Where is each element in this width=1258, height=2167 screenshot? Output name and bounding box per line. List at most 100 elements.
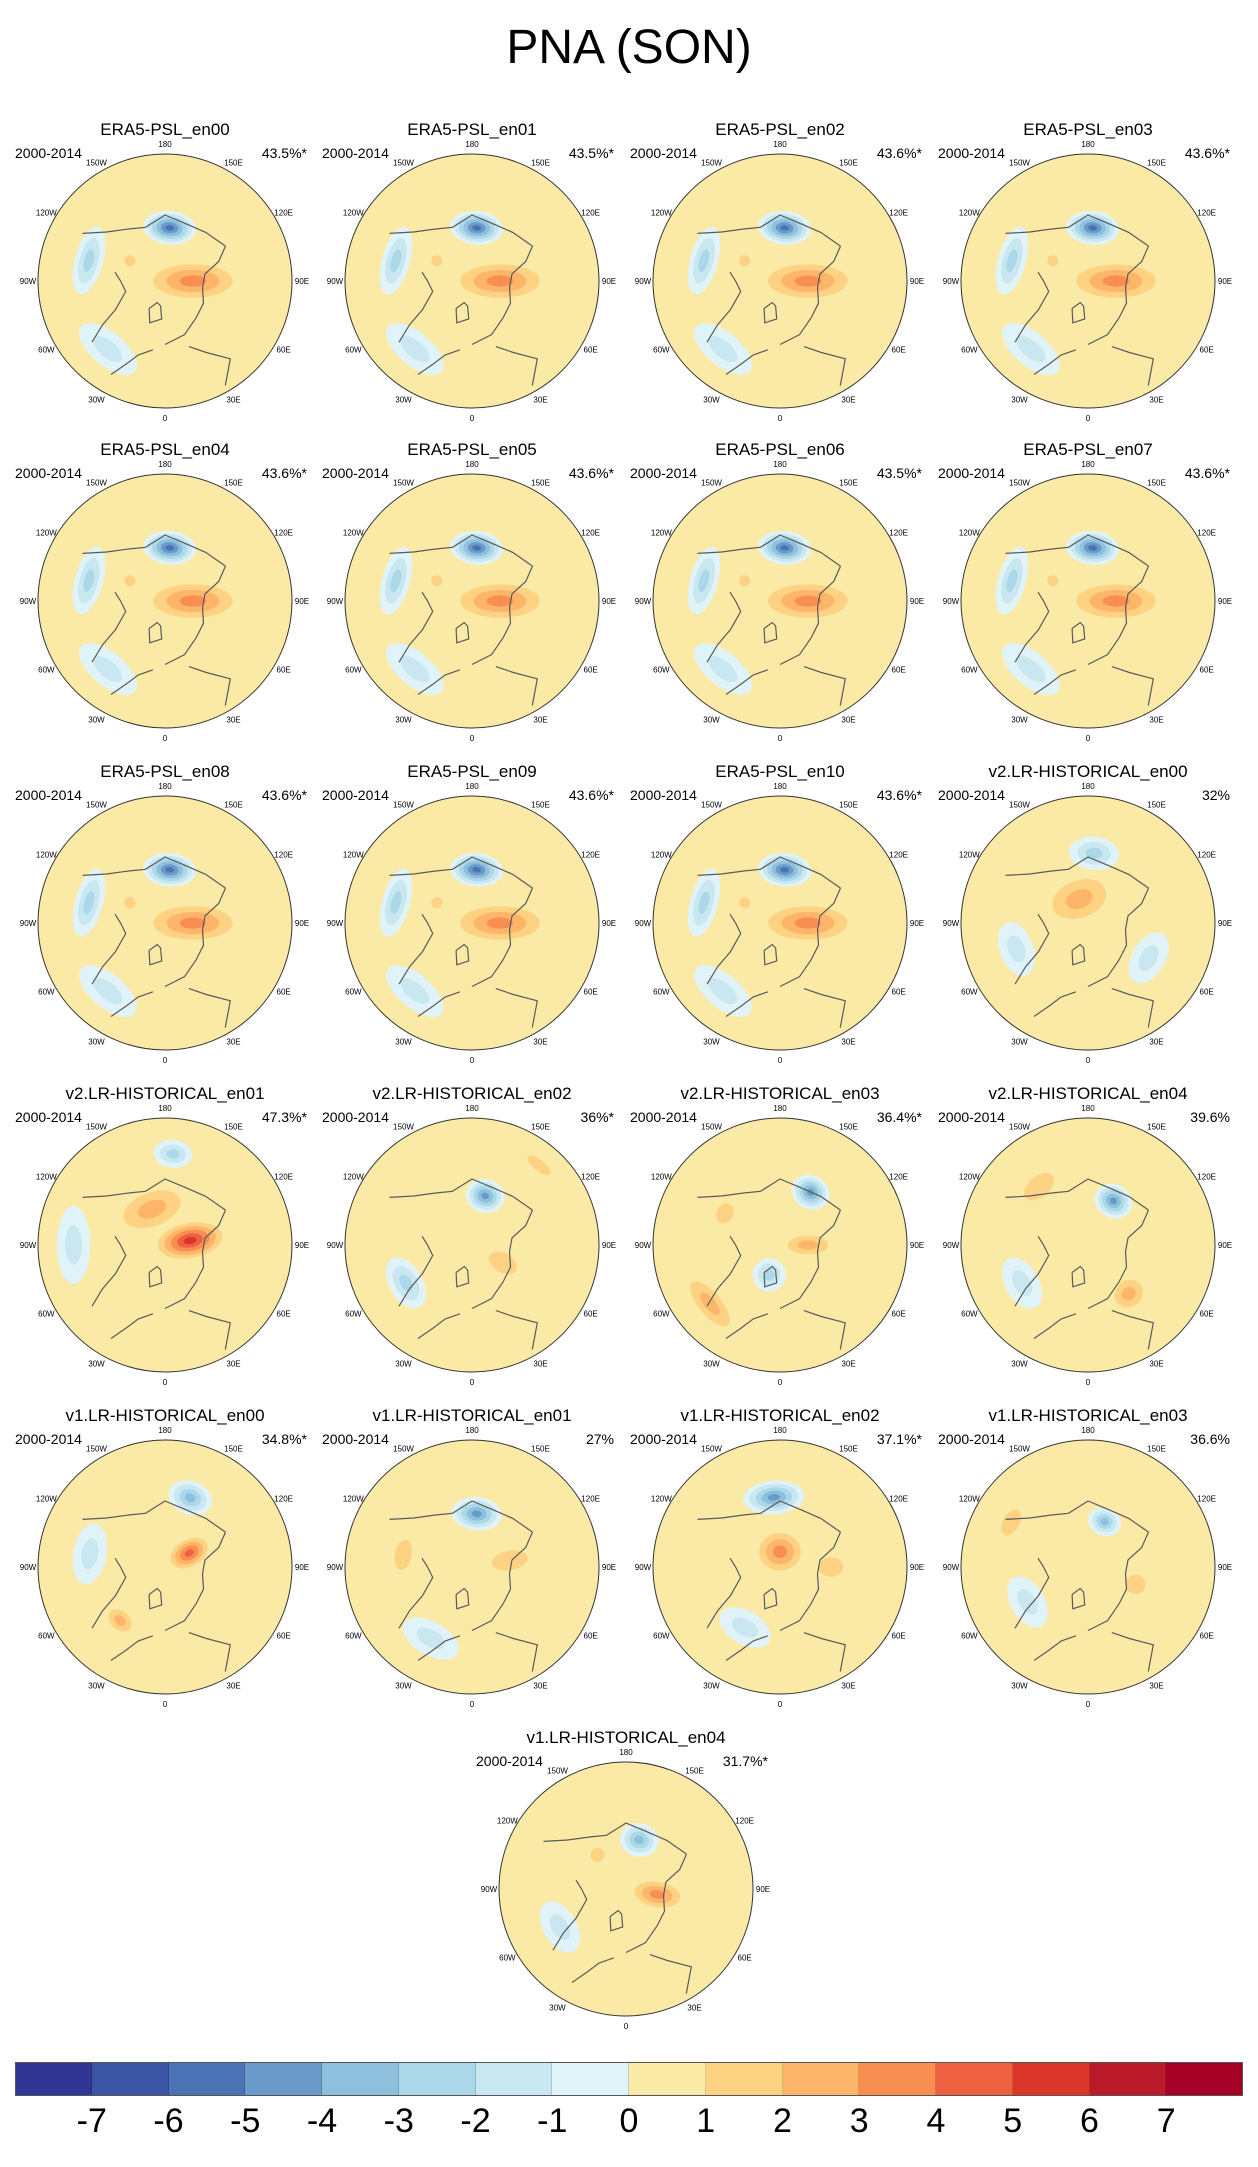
anomaly-contour	[184, 1549, 194, 1557]
coastline	[455, 1265, 470, 1288]
longitude-label: 120W	[651, 209, 672, 218]
anomaly-field	[687, 853, 862, 1017]
panel-variance: 43.5%*	[568, 145, 614, 161]
polar-map: 180 150W 150E 120W 120E 90W 90E 60W 60E 30W 30E 0	[20, 1104, 309, 1387]
map-panel: v1.LR-HISTORICAL_en04 2000-2014 31.7%* 180 1…	[476, 1728, 776, 2033]
longitude-label: 90E	[602, 1241, 616, 1250]
coastline	[398, 591, 434, 663]
panel-period: 2000-2014	[15, 787, 82, 803]
coastline	[91, 271, 127, 343]
longitude-label: 180	[773, 1104, 787, 1113]
longitude-label: 30W	[395, 1360, 412, 1369]
longitude-label: 30E	[533, 1038, 547, 1047]
longitude-label: 90E	[910, 1563, 924, 1572]
panel-period: 2000-2014	[322, 145, 389, 161]
map-background	[499, 1762, 753, 2016]
coastline	[1071, 1587, 1086, 1610]
longitude-label: 90E	[756, 1885, 770, 1894]
map-panel: v1.LR-HISTORICAL_en01 2000-2014 27% 180 150W…	[322, 1406, 622, 1711]
longitude-label: 30W	[395, 716, 412, 725]
coastline	[1014, 591, 1050, 663]
anomaly-field	[385, 1497, 546, 1660]
longitude-label: 150E	[531, 478, 550, 487]
longitude-label: 90E	[295, 597, 309, 606]
coastline	[398, 913, 434, 985]
polar-map: 180 150W 150E 120W 120E 90W 90E 60W 60E 30W 30E 0	[635, 140, 924, 423]
longitude-label: 120E	[274, 209, 293, 218]
longitude-label: 90E	[1218, 597, 1232, 606]
longitude-label: 30W	[395, 1682, 412, 1691]
colorbar-tick-label: 6	[1080, 2102, 1099, 2140]
polar-map: 180 150W 150E 120W 120E 90W 90E 60W 60E 30W 30E 0	[20, 460, 309, 743]
polar-map: 180 150W 150E 120W 120E 90W 90E 60W 60E 30W 30E 0	[943, 140, 1232, 423]
coastline	[471, 1209, 534, 1310]
coastline	[188, 988, 231, 1028]
anomaly-field	[997, 836, 1169, 984]
panel-period: 2000-2014	[938, 145, 1005, 161]
longitude-label: 150W	[393, 800, 414, 809]
map-panel: ERA5-PSL_en03 2000-2014 43.6%* 180 150W 150E 1…	[938, 120, 1238, 425]
longitude-label: 60W	[961, 666, 978, 675]
map-panel: v2.LR-HISTORICAL_en02 2000-2014 36%* 180 150…	[322, 1084, 622, 1389]
longitude-label: 60E	[892, 346, 906, 355]
coastline	[389, 534, 533, 567]
longitude-label: 120W	[36, 529, 57, 538]
panel-variance: 43.6%*	[876, 145, 922, 161]
coastline	[543, 1822, 687, 1855]
anomaly-contour	[1121, 1286, 1136, 1301]
panel-title: ERA5-PSL_en01	[407, 120, 537, 139]
anomaly-contour	[165, 867, 175, 873]
coastline	[1087, 887, 1150, 988]
map-panel: ERA5-PSL_en07 2000-2014 43.6%* 180 150W 150E 1…	[938, 440, 1238, 745]
longitude-label: 90E	[1218, 919, 1232, 928]
panel-period: 2000-2014	[938, 465, 1005, 481]
coastline	[110, 1313, 154, 1339]
map-outline	[344, 153, 600, 409]
anomaly-contour	[83, 569, 95, 592]
colorbar-tick-label: 1	[696, 2102, 716, 2140]
longitude-label: 120E	[274, 1173, 293, 1182]
coastline	[1005, 856, 1149, 889]
longitude-label: 30W	[88, 716, 105, 725]
longitude-label: 60E	[584, 988, 598, 997]
longitude-label: 60E	[584, 1310, 598, 1319]
coastline	[779, 565, 842, 666]
longitude-label: 150W	[86, 800, 107, 809]
panel-variance: 43.5%*	[876, 465, 922, 481]
longitude-label: 60E	[1200, 988, 1214, 997]
longitude-label: 90E	[602, 1563, 616, 1572]
longitude-label: 150W	[86, 1122, 107, 1131]
longitude-label: 60E	[277, 666, 291, 675]
coastline	[495, 346, 538, 386]
colorbar-cell	[1012, 2062, 1090, 2096]
map-background	[345, 1440, 599, 1694]
longitude-label: 150W	[393, 1444, 414, 1453]
coastline	[725, 349, 769, 375]
longitude-label: 0	[778, 734, 783, 743]
colorbar-cell	[168, 2062, 246, 2096]
colorbar-tick-label: 2	[773, 2102, 792, 2140]
anomaly-contour	[65, 1225, 82, 1265]
colorbar-cell	[859, 2062, 936, 2096]
coastline	[779, 1531, 842, 1632]
anomaly-contour	[1102, 595, 1130, 607]
longitude-label: 90E	[910, 597, 924, 606]
longitude-label: 120E	[1197, 1173, 1216, 1182]
anomaly-contour	[698, 249, 710, 272]
map-panel: ERA5-PSL_en01 2000-2014 43.5%* 180 150W 150E 1…	[322, 120, 622, 425]
anomaly-contour	[1047, 255, 1059, 267]
longitude-label: 120E	[581, 529, 600, 538]
anomaly-contour	[93, 656, 123, 683]
longitude-label: 180	[773, 782, 787, 791]
longitude-label: 120E	[889, 1495, 908, 1504]
anomaly-field	[72, 853, 247, 1017]
panel-variance: 34.8%*	[261, 1431, 307, 1447]
map-panel: v2.LR-HISTORICAL_en01 2000-2014 47.3%* 180 1…	[15, 1084, 315, 1389]
longitude-label: 60W	[38, 666, 55, 675]
polar-map: 180 150W 150E 120W 120E 90W 90E 60W 60E 30W 30E 0	[635, 782, 924, 1065]
longitude-label: 150E	[1147, 1444, 1166, 1453]
anomaly-field	[1001, 1159, 1151, 1315]
anomaly-contour	[716, 1203, 734, 1224]
longitude-label: 90W	[943, 1241, 960, 1250]
panel-title: v1.LR-HISTORICAL_en03	[988, 1406, 1188, 1425]
